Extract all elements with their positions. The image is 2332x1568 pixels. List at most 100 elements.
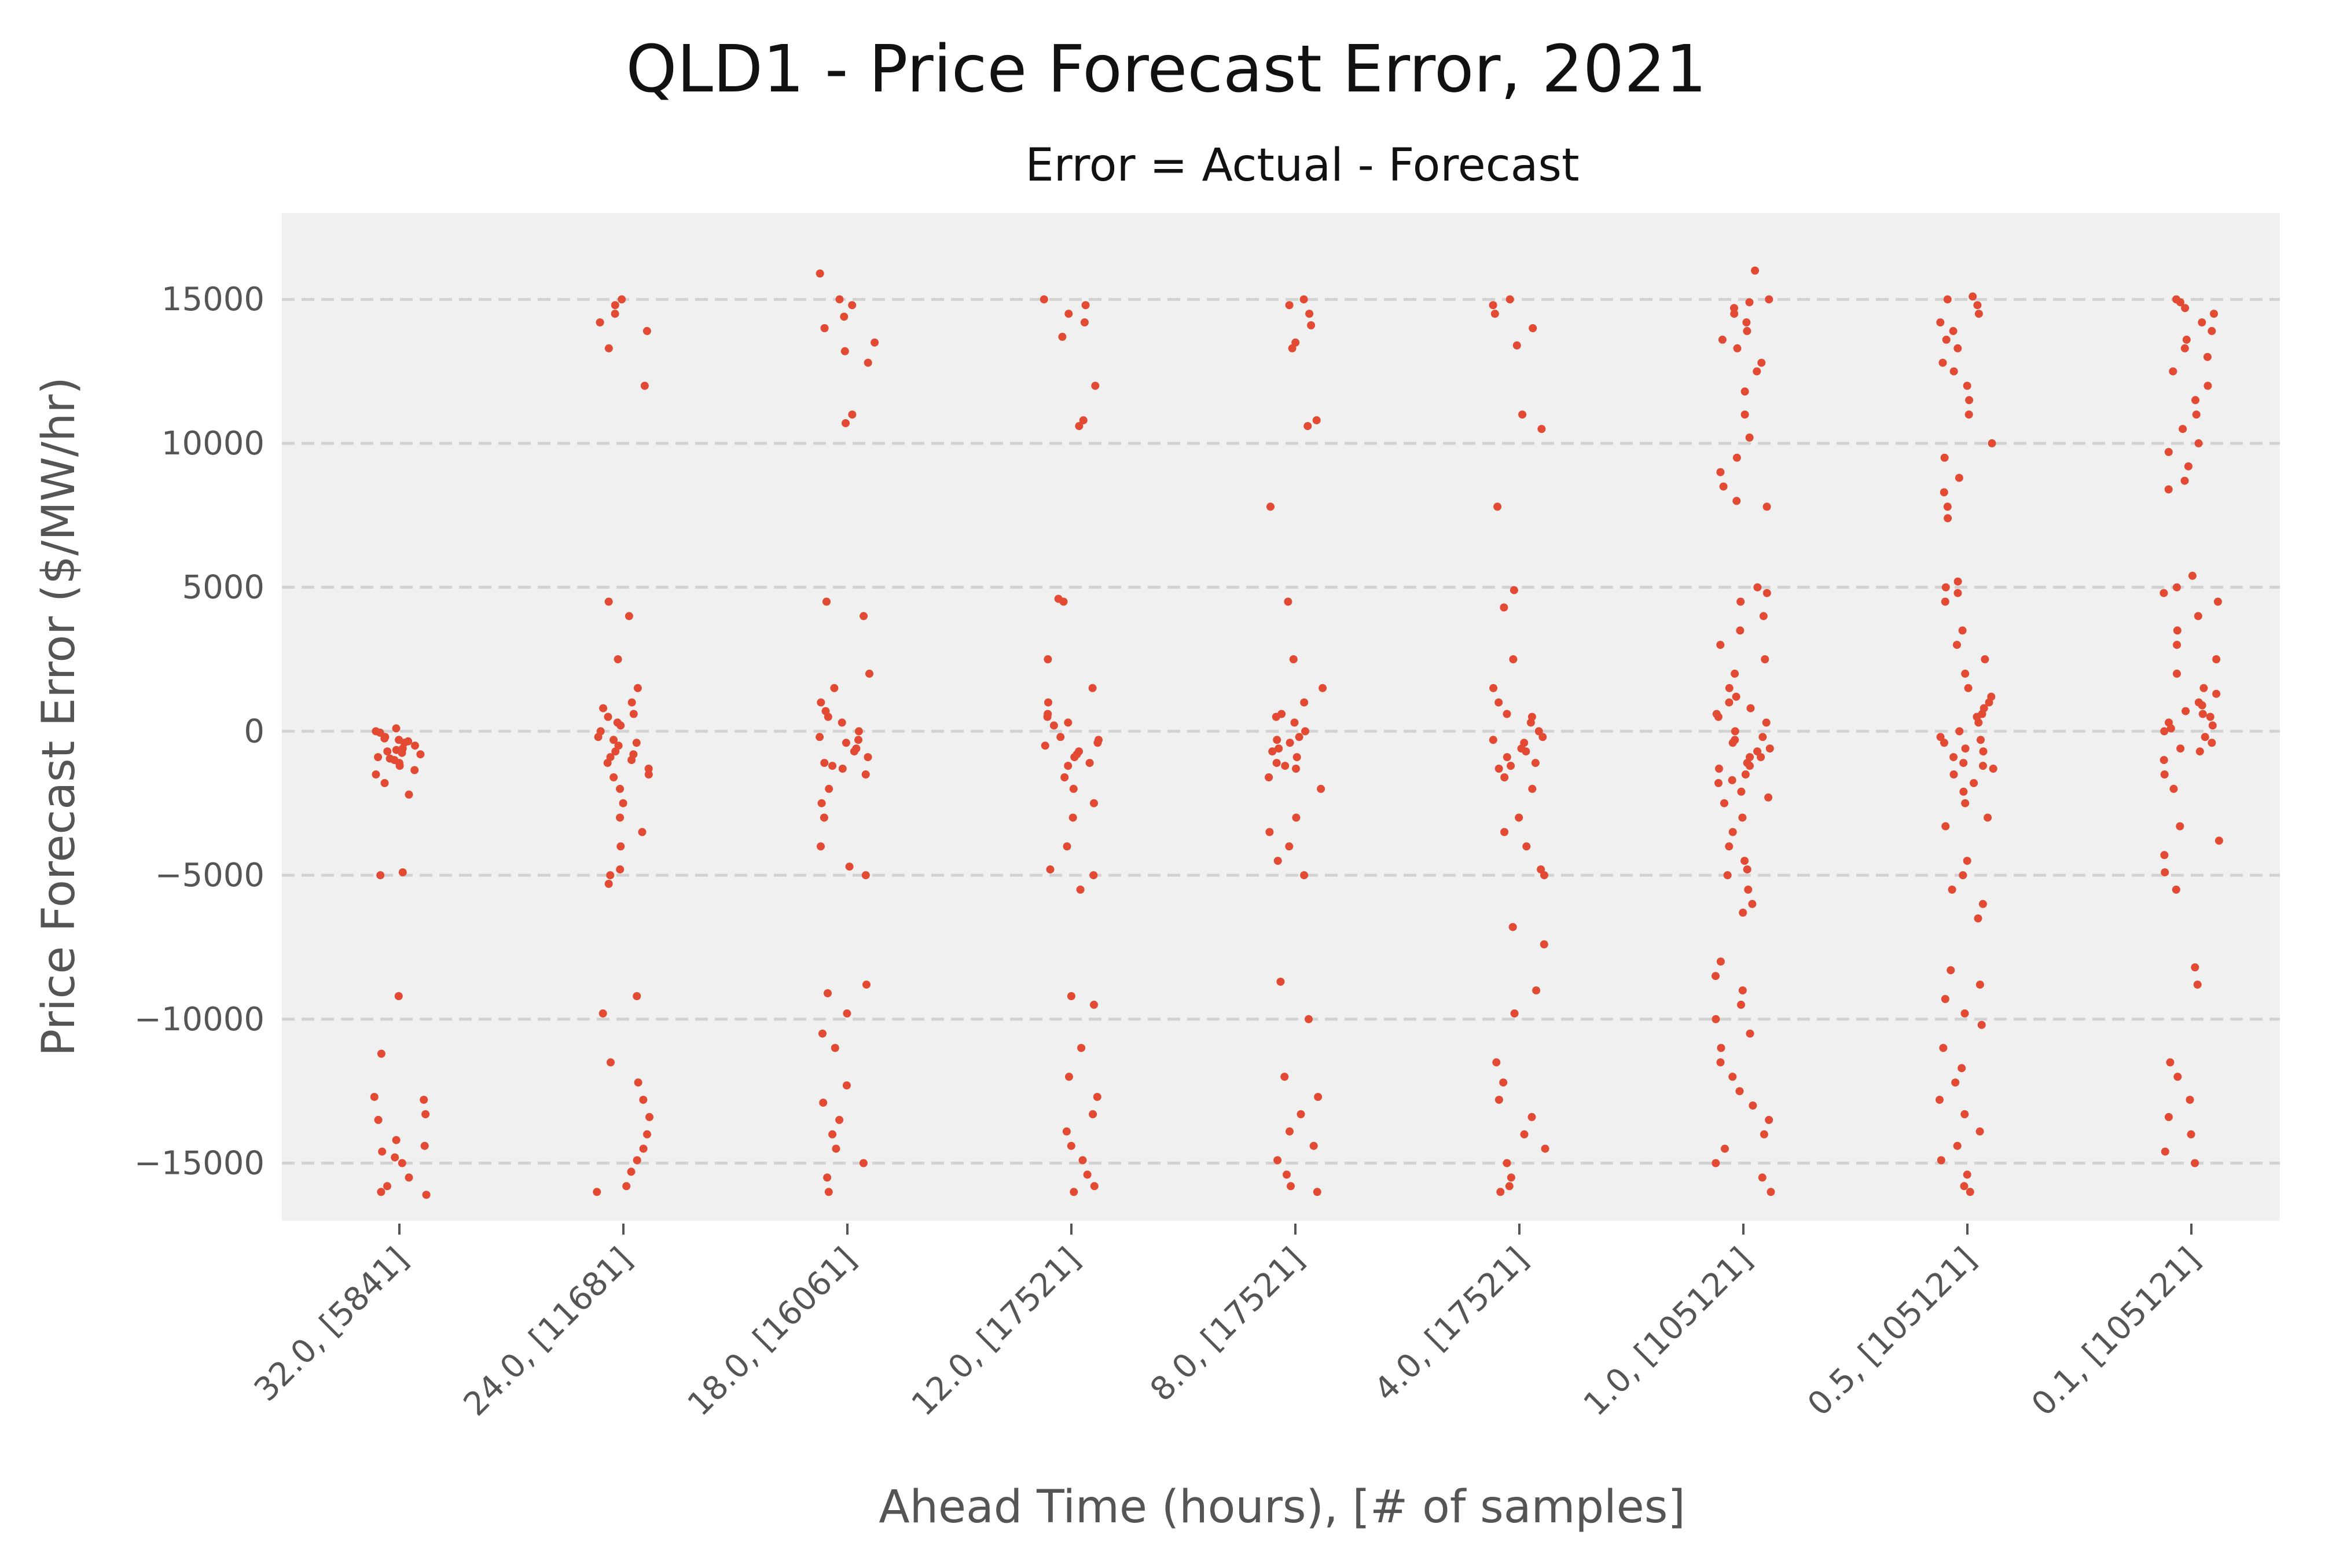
data-point [1966, 1188, 1974, 1196]
data-point [2206, 713, 2215, 721]
data-point [1273, 1156, 1282, 1165]
data-point [604, 713, 612, 721]
data-point [613, 718, 622, 727]
data-point [1503, 710, 1511, 718]
data-point [606, 753, 615, 762]
data-point [1714, 779, 1723, 787]
data-point [644, 770, 653, 779]
data-point [1741, 770, 1750, 779]
data-point [2208, 721, 2217, 730]
data-point [2194, 612, 2202, 620]
data-point [1300, 698, 1309, 707]
data-point [1738, 813, 1747, 822]
data-point [1503, 1159, 1511, 1167]
data-point [1268, 747, 1277, 756]
data-point [1287, 1182, 1295, 1191]
data-point [2199, 684, 2208, 692]
data-point [2164, 1112, 2173, 1121]
data-point [1040, 295, 1048, 304]
y-tick-label: −15000 [134, 1145, 265, 1183]
data-point [411, 741, 419, 750]
data-point [2208, 326, 2216, 335]
data-point [1732, 692, 1740, 701]
data-point [2195, 747, 2204, 756]
data-point [817, 799, 826, 807]
data-point [625, 612, 633, 620]
data-point [1090, 1000, 1098, 1009]
data-point [1757, 358, 1766, 367]
data-point [1964, 684, 1973, 692]
data-point [864, 753, 872, 762]
data-point [838, 718, 846, 727]
data-point [380, 734, 389, 743]
data-point [611, 301, 619, 310]
data-point [1285, 301, 1294, 310]
data-point [604, 344, 613, 352]
y-tick-label: −5000 [155, 857, 265, 894]
data-point [611, 747, 620, 756]
data-point [378, 1147, 387, 1156]
data-point [850, 747, 858, 756]
data-point [1289, 655, 1298, 663]
data-point [618, 295, 626, 304]
data-point [1520, 739, 1529, 747]
data-point [391, 1153, 399, 1162]
data-point [860, 612, 868, 620]
data-point [1529, 324, 1537, 332]
data-point [2173, 1073, 2182, 1081]
data-point [1960, 1110, 1969, 1118]
data-point [1961, 669, 1970, 678]
data-point [2173, 669, 2181, 678]
data-point [2215, 836, 2223, 845]
data-point [1953, 344, 1962, 352]
data-point [633, 992, 641, 1000]
data-point [1758, 733, 1767, 741]
y-tick-label: 15000 [161, 281, 265, 318]
data-point [1762, 589, 1771, 597]
data-point [828, 1130, 837, 1139]
data-point [1975, 981, 1984, 989]
data-point [598, 1009, 607, 1018]
data-point [1077, 1044, 1086, 1052]
data-point [1941, 995, 1949, 1003]
data-point [599, 704, 608, 713]
data-point [593, 1188, 601, 1196]
data-point [1949, 367, 1958, 376]
data-point [420, 1096, 428, 1104]
data-point [1301, 727, 1309, 736]
data-point [1500, 828, 1509, 836]
data-point [614, 655, 622, 663]
data-point [1960, 1182, 1969, 1191]
data-point [1060, 773, 1069, 781]
data-point [1063, 842, 1071, 851]
data-point [1742, 318, 1751, 326]
data-point [2179, 425, 2187, 434]
data-point [1965, 396, 1974, 405]
data-point [1510, 1009, 1519, 1018]
data-point [1489, 684, 1498, 692]
data-point [817, 698, 825, 707]
data-point [1518, 410, 1527, 419]
data-point [861, 770, 870, 779]
data-point [1093, 739, 1102, 747]
data-point [838, 765, 847, 773]
data-point [1979, 747, 1988, 756]
data-point [640, 381, 649, 390]
data-point [1489, 736, 1497, 744]
data-point [1949, 770, 1958, 779]
data-point [1947, 966, 1955, 975]
data-point [377, 1049, 385, 1058]
data-point [1746, 1029, 1754, 1038]
data-point [2212, 689, 2221, 698]
data-point [1941, 597, 1949, 606]
data-point [1987, 692, 1996, 701]
data-point [1317, 784, 1325, 793]
data-point [1281, 762, 1290, 770]
data-point [2203, 352, 2212, 361]
data-point [1085, 759, 1094, 768]
data-point [1743, 326, 1751, 335]
data-point [1540, 871, 1548, 880]
data-point [1969, 292, 1977, 301]
data-point [1078, 1156, 1087, 1165]
data-point [1939, 1044, 1948, 1052]
